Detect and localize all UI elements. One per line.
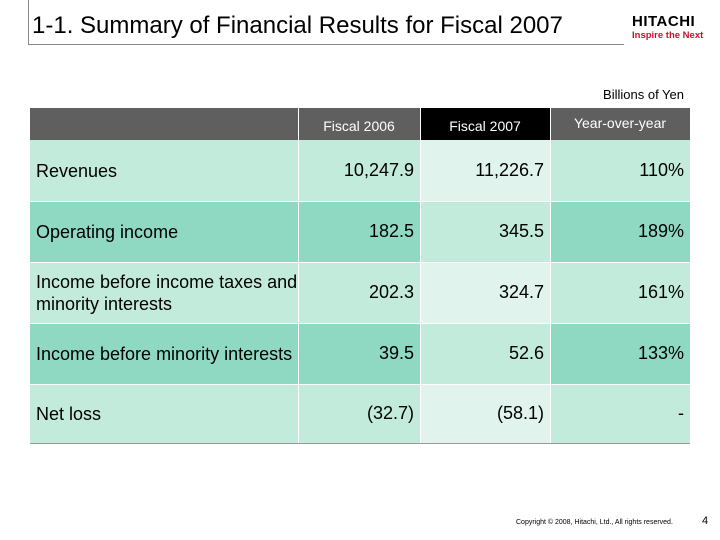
copyright-notice: Copyright © 2008, Hitachi, Ltd., All rig… (516, 519, 673, 526)
row-label-income-before-minority: Income before minority interests (30, 323, 298, 384)
table-header-bar (30, 108, 690, 140)
operating-income-yoy: 189% (550, 201, 690, 262)
logo-tagline: Inspire the Next (632, 30, 704, 41)
row-divider (30, 201, 690, 202)
page-title: 1-1. Summary of Financial Results for Fi… (32, 12, 563, 39)
column-divider (550, 108, 551, 445)
row-label-net-loss: Net loss (30, 384, 298, 443)
row-divider (30, 262, 690, 263)
title-left-rule (28, 0, 29, 45)
row-label-operating-income: Operating income (30, 201, 298, 262)
row-label-income-before-taxes: Income before income taxes and minority … (30, 262, 298, 323)
column-header-fiscal-2006: Fiscal 2006 (323, 118, 395, 134)
row-divider (30, 323, 690, 324)
net-loss-yoy: - (550, 384, 690, 443)
hitachi-logo: HITACHI Inspire the Next (632, 14, 712, 42)
row-label-revenues: Revenues (30, 140, 298, 201)
column-divider (298, 108, 299, 445)
revenues-fy2006: 10,247.9 (298, 140, 420, 201)
title-underline (28, 44, 624, 45)
table-bottom-rule (30, 443, 690, 444)
income-before-minority-fy2006: 39.5 (298, 323, 420, 384)
unit-label: Billions of Yen (603, 87, 684, 102)
revenues-fy2007: 11,226.7 (420, 140, 550, 201)
table-header-highlight (420, 108, 550, 140)
column-header-fiscal-2007: Fiscal 2007 (449, 118, 521, 134)
income-before-minority-yoy: 133% (550, 323, 690, 384)
income-before-taxes-fy2007: 324.7 (420, 262, 550, 323)
revenues-yoy: 110% (550, 140, 690, 201)
row-divider (30, 384, 690, 385)
income-before-taxes-fy2006: 202.3 (298, 262, 420, 323)
net-loss-fy2007: (58.1) (420, 384, 550, 443)
income-before-taxes-yoy: 161% (550, 262, 690, 323)
income-before-minority-fy2007: 52.6 (420, 323, 550, 384)
net-loss-fy2006: (32.7) (298, 384, 420, 443)
logo-wordmark: HITACHI (632, 13, 696, 30)
page-number: 4 (702, 515, 709, 527)
operating-income-fy2007: 345.5 (420, 201, 550, 262)
column-header-year-over-year: Year-over-year (573, 115, 667, 131)
title-bar: 1-1. Summary of Financial Results for Fi… (0, 0, 720, 50)
operating-income-fy2006: 182.5 (298, 201, 420, 262)
column-divider (420, 108, 421, 445)
